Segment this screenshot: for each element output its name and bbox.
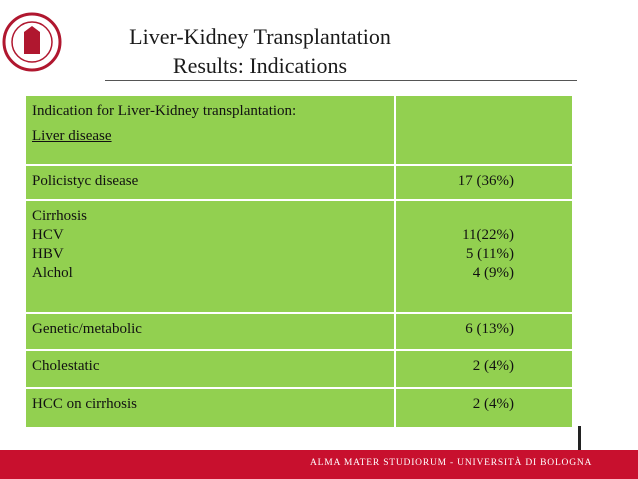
table-row: Genetic/metabolic 6 (13%) bbox=[25, 313, 573, 350]
footer-bar: ALMA MATER STUDIORUM - UNIVERSITÀ DI BOL… bbox=[0, 450, 638, 479]
label-cell: Policistyc disease bbox=[25, 165, 395, 200]
title-line: Liver-Kidney Transplantation bbox=[129, 24, 391, 49]
value-line: 2 (4%) bbox=[472, 358, 514, 374]
table-row: HCC on cirrhosis 2 (4%) bbox=[25, 388, 573, 428]
value-line: 5 (11%) bbox=[465, 246, 514, 262]
label-cell: Indication for Liver-Kidney transplantat… bbox=[25, 95, 395, 165]
value-cell bbox=[395, 95, 573, 165]
label-line: Policistyc disease bbox=[32, 173, 139, 189]
label-line: Genetic/metabolic bbox=[32, 321, 142, 337]
value-cell: 2 (4%) bbox=[395, 388, 573, 428]
label-line: Indication for Liver-Kidney transplantat… bbox=[32, 103, 297, 119]
logo bbox=[2, 12, 62, 72]
value-cell: 17 (36%) bbox=[395, 165, 573, 200]
footer-text: ALMA MATER STUDIORUM - UNIVERSITÀ DI BOL… bbox=[310, 458, 593, 468]
label-line: Alchol bbox=[32, 265, 73, 281]
value-line: 4 (9%) bbox=[472, 265, 514, 281]
title-line: Results: Indications bbox=[172, 53, 348, 78]
divider bbox=[578, 426, 581, 470]
label-cell: Cirrhosis HCV HBV Alchol bbox=[25, 200, 395, 313]
label-cell: Genetic/metabolic bbox=[25, 313, 395, 350]
label-cell: HCC on cirrhosis bbox=[25, 388, 395, 428]
label-line: Liver disease bbox=[32, 128, 112, 144]
label-line: Cholestatic bbox=[32, 358, 100, 374]
table-row: Cirrhosis HCV HBV Alchol 11(22%) 5 (11%) 4 (9%… bbox=[25, 200, 573, 313]
value-line: 2 (4%) bbox=[472, 396, 514, 412]
label-line: HBV bbox=[32, 246, 64, 262]
label-line: HCV bbox=[32, 227, 64, 243]
value-cell: 6 (13%) bbox=[395, 313, 573, 350]
value-cell: 2 (4%) bbox=[395, 350, 573, 388]
label-line: Cirrhosis bbox=[32, 208, 88, 224]
table-row: Indication for Liver-Kidney transplantat… bbox=[25, 95, 573, 165]
label-cell: Cholestatic bbox=[25, 350, 395, 388]
table-row: Cholestatic 2 (4%) bbox=[25, 350, 573, 388]
value-line: 11(22%) bbox=[462, 227, 514, 243]
label-line: HCC on cirrhosis bbox=[32, 396, 137, 412]
value-cell: 11(22%) 5 (11%) 4 (9%) bbox=[395, 200, 573, 313]
value-line: 6 (13%) bbox=[465, 321, 514, 337]
value-line: 17 (36%) bbox=[457, 173, 514, 189]
table-row: Policistyc disease 17 (36%) bbox=[25, 165, 573, 200]
title-rule bbox=[105, 80, 577, 81]
